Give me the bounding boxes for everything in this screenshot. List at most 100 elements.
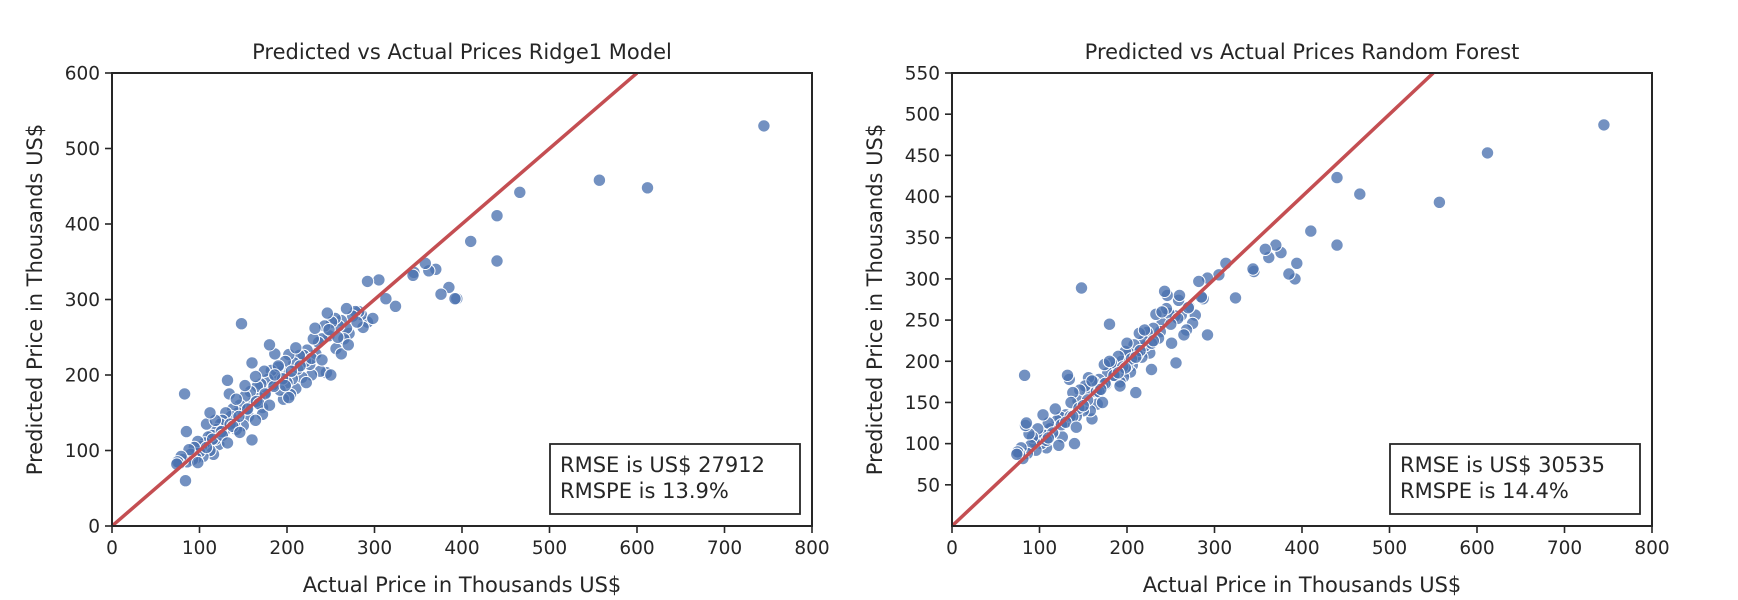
x-tick-label: 200: [1109, 538, 1144, 559]
data-point: [360, 274, 375, 289]
data-point: [1157, 284, 1172, 298]
data-point: [1074, 281, 1089, 295]
chart-title: Predicted vs Actual Prices Random Forest: [1085, 40, 1520, 64]
x-tick-label: 800: [1634, 538, 1669, 559]
data-point: [203, 406, 217, 420]
data-point: [1480, 146, 1495, 160]
data-point: [1330, 238, 1344, 252]
data-point: [248, 369, 263, 384]
data-point: [191, 455, 205, 470]
data-point: [315, 353, 329, 367]
data-point: [341, 338, 355, 352]
data-point: [1597, 118, 1611, 132]
data-point: [490, 254, 504, 268]
data-point: [245, 433, 259, 447]
data-point: [1432, 195, 1447, 210]
annotation-text: RMSE is US$ 27912: [560, 453, 765, 477]
data-point: [1111, 366, 1126, 380]
x-tick-label: 200: [269, 538, 304, 559]
y-tick-label: 150: [905, 393, 940, 414]
data-point: [278, 378, 292, 393]
data-point: [1258, 242, 1273, 257]
x-tick-label: 600: [1459, 538, 1494, 559]
data-point: [1282, 267, 1296, 281]
x-tick-label: 100: [1022, 538, 1057, 559]
reference-line: [112, 73, 639, 526]
data-point: [592, 173, 607, 187]
annotation-text: RMSE is US$ 30535: [1400, 453, 1605, 477]
data-point: [1095, 395, 1110, 410]
data-point: [339, 301, 354, 316]
data-point: [1019, 416, 1034, 430]
data-point: [1102, 317, 1117, 331]
data-point: [434, 287, 448, 301]
data-point: [1144, 362, 1159, 377]
points-group: [170, 119, 771, 488]
data-point: [1228, 291, 1243, 305]
y-tick-label: 100: [65, 441, 100, 462]
x-tick-label: 400: [444, 538, 479, 559]
data-point: [1036, 408, 1050, 422]
data-point: [448, 292, 462, 306]
y-axis-label: Predicted Price in Thousands US$: [863, 124, 887, 475]
data-point: [1102, 354, 1117, 368]
x-tick-label: 0: [946, 538, 958, 559]
x-axis-label: Actual Price in Thousands US$: [1143, 573, 1462, 597]
data-point: [245, 356, 259, 370]
y-tick-label: 300: [65, 290, 100, 311]
data-point: [1155, 305, 1169, 319]
y-tick-label: 50: [916, 475, 940, 496]
data-point: [1048, 402, 1063, 416]
data-point: [513, 185, 527, 200]
data-point: [1246, 262, 1260, 276]
data-point: [464, 234, 478, 249]
data-point: [1094, 382, 1108, 396]
data-point: [1172, 288, 1187, 303]
data-point: [388, 299, 403, 313]
y-tick-label: 350: [905, 228, 940, 249]
y-tick-label: 600: [65, 64, 100, 85]
data-point: [220, 373, 235, 387]
data-point: [1353, 187, 1367, 201]
chart-panel-2: 0 100 200 300 400 500 600 700 800 50 100 150 200 250 3…: [863, 40, 1670, 597]
data-point: [282, 390, 296, 405]
data-point: [1120, 336, 1134, 350]
data-point: [289, 341, 303, 355]
y-tick-label: 500: [905, 105, 940, 126]
data-point: [262, 398, 277, 412]
data-point: [1085, 374, 1099, 388]
chart-panel-1: 0 100 200 300 400 500 600 700 800 0 100 200 300 400 50…: [23, 40, 830, 597]
y-tick-label: 250: [905, 311, 940, 332]
data-point: [1010, 447, 1024, 461]
data-point: [1192, 274, 1206, 289]
y-tick-label: 200: [905, 352, 940, 373]
x-tick-label: 300: [1197, 538, 1232, 559]
data-point: [1164, 336, 1179, 350]
data-point: [233, 425, 247, 440]
y-tick-label: 200: [65, 366, 100, 387]
x-tick-label: 100: [182, 538, 217, 559]
reference-line: [952, 73, 1435, 526]
data-point: [1017, 368, 1032, 382]
data-point: [1177, 328, 1191, 342]
x-axis-label: Actual Price in Thousands US$: [303, 573, 622, 597]
data-point: [757, 119, 771, 133]
annotation-box: [549, 443, 801, 515]
y-tick-label: 450: [905, 146, 940, 167]
data-point: [1129, 385, 1143, 400]
annotation-text: RMSPE is 13.9%: [560, 479, 729, 503]
data-point: [324, 368, 338, 382]
data-point: [308, 321, 322, 335]
x-tick-label: 800: [794, 538, 829, 559]
data-point: [406, 268, 420, 282]
y-tick-label: 400: [905, 187, 940, 208]
x-tick-label: 300: [357, 538, 392, 559]
x-tick-label: 400: [1284, 538, 1319, 559]
data-point: [334, 347, 348, 361]
x-tick-label: 600: [619, 538, 654, 559]
y-tick-label: 100: [905, 434, 940, 455]
data-point: [262, 338, 277, 352]
data-point: [1137, 323, 1152, 337]
x-tick-label: 500: [1372, 538, 1407, 559]
